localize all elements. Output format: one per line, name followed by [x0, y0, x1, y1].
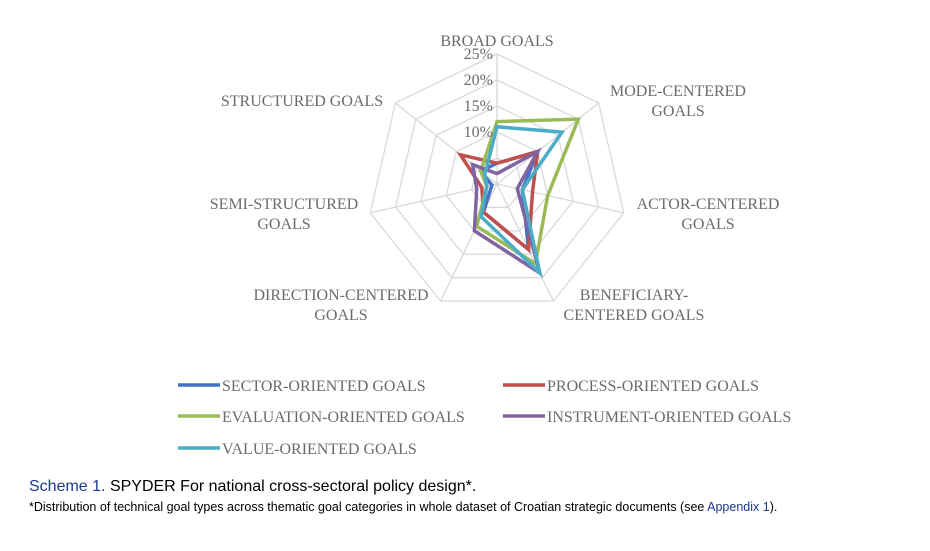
- axis-label-line: STRUCTURED GOALS: [221, 93, 383, 110]
- legend-label: INSTRUMENT-ORIENTED GOALS: [547, 409, 791, 426]
- caption-note: *Distribution of technical goal types ac…: [29, 500, 777, 514]
- axis-label-line: MODE-CENTERED: [610, 83, 746, 100]
- series-line: [479, 124, 566, 279]
- axis-label: DIRECTION-CENTERED GOALS: [253, 287, 428, 324]
- caption-title-line: Scheme 1. SPYDER For national cross-sect…: [29, 478, 777, 496]
- grid-ring: [420, 105, 574, 255]
- axis-label: MODE-CENTERED GOALS: [610, 83, 746, 120]
- axis-label-line: GOALS: [314, 307, 367, 324]
- axis-label-line: SEMI-STRUCTURED: [210, 196, 358, 213]
- legend-label: SECTOR-ORIENTED GOALS: [222, 378, 426, 395]
- tick-labels: 10% 15% 20% 25%: [464, 46, 493, 141]
- axis-label: STRUCTURED GOALS: [221, 93, 383, 110]
- legend-item: PROCESS-ORIENTED GOALS: [503, 378, 759, 395]
- axis-label: BENEFICIARY- CENTERED GOALS: [564, 287, 705, 324]
- appendix-link[interactable]: Appendix 1: [707, 500, 770, 514]
- tick-label: 15%: [464, 98, 493, 115]
- caption-note-prefix: *Distribution of technical goal types ac…: [29, 500, 708, 514]
- legend-label: PROCESS-ORIENTED GOALS: [547, 378, 759, 395]
- axis-label-line: BROAD GOALS: [440, 33, 553, 50]
- legend-label: VALUE-ORIENTED GOALS: [222, 441, 417, 458]
- tick-label: 20%: [464, 72, 493, 89]
- axis-spoke: [496, 183, 554, 302]
- series-line: [474, 117, 581, 267]
- legend-item: INSTRUMENT-ORIENTED GOALS: [503, 409, 791, 426]
- legend-label: EVALUATION-ORIENTED GOALS: [222, 409, 465, 426]
- axis-label-line: GOALS: [681, 216, 734, 233]
- axis-spoke: [496, 102, 600, 185]
- axis-label-line: GOALS: [257, 216, 310, 233]
- series-line: [456, 149, 540, 254]
- radar-grid: [369, 53, 625, 302]
- axis-label: SEMI-STRUCTURED GOALS: [210, 196, 358, 233]
- scheme-number: Scheme 1.: [29, 478, 106, 495]
- legend-item: EVALUATION-ORIENTED GOALS: [178, 409, 465, 426]
- caption-title: SPYDER For national cross-sectoral polic…: [109, 478, 477, 495]
- axis-label-line: DIRECTION-CENTERED: [253, 287, 428, 304]
- caption-note-suffix: ).: [769, 500, 778, 514]
- grid-ring: [470, 157, 524, 209]
- figure-caption: Scheme 1. SPYDER For national cross-sect…: [29, 478, 777, 514]
- tick-label: 25%: [464, 46, 493, 63]
- axis-label-line: CENTERED GOALS: [564, 307, 705, 324]
- legend-item: SECTOR-ORIENTED GOALS: [178, 378, 426, 395]
- radar-chart: 10% 15% 20% 25% BROAD GOALS MODE-CENTERED GOA…: [178, 33, 791, 458]
- axis-label-line: GOALS: [651, 103, 704, 120]
- tick-label: 10%: [464, 124, 493, 141]
- legend-item: VALUE-ORIENTED GOALS: [178, 441, 417, 458]
- axis-label: ACTOR-CENTERED GOALS: [637, 196, 780, 233]
- axis-label: BROAD GOALS: [440, 33, 553, 50]
- legend: SECTOR-ORIENTED GOALS PROCESS-ORIENTED GO…: [178, 378, 791, 458]
- grid-ring: [394, 79, 600, 279]
- series-layer: [456, 117, 581, 279]
- axis-label-line: BENEFICIARY-: [580, 287, 688, 304]
- series-line: [470, 147, 543, 277]
- axis-label-line: ACTOR-CENTERED: [637, 196, 780, 213]
- grid-ring: [369, 53, 625, 302]
